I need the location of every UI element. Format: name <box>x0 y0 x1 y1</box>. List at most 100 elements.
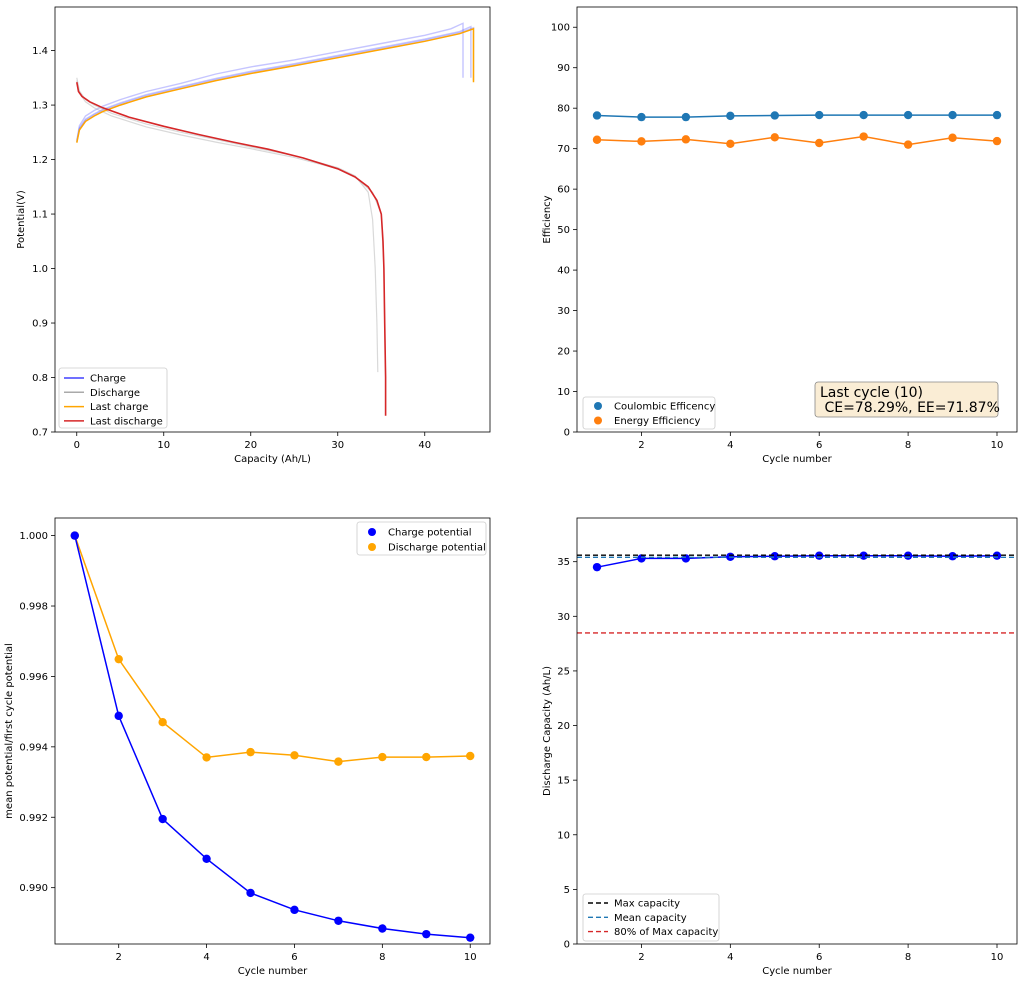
y-tick-label: 0.8 <box>32 373 48 384</box>
y-tick-label: 0 <box>564 940 570 951</box>
legend-label: Charge <box>90 374 126 385</box>
data-point-ce <box>859 110 868 120</box>
legend-box <box>356 521 487 556</box>
legend-label: Discharge <box>90 388 140 399</box>
data-point-ee <box>592 135 602 144</box>
series-line-discharge <box>76 80 387 378</box>
data-point-charge <box>290 905 299 915</box>
series-line-charge <box>76 25 472 142</box>
x-tick-label: 6 <box>291 952 297 963</box>
data-point-ee <box>726 139 735 149</box>
y-tick-label: 1.2 <box>32 155 48 166</box>
y-tick-label: 1.4 <box>32 46 48 57</box>
legend-label: 80% of Max capacity <box>614 927 718 938</box>
x-tick-label: 40 <box>418 440 431 451</box>
y-tick-label: 80 <box>557 104 570 115</box>
axes-frame <box>576 517 1018 945</box>
y-tick-label: 20 <box>557 347 570 358</box>
y-tick-label: 30 <box>557 612 570 623</box>
x-tick-label: 4 <box>727 952 733 963</box>
data-point-discharge <box>334 757 343 766</box>
x-tick-label: 6 <box>816 952 822 963</box>
series-line-ee <box>596 135 998 146</box>
legend-label: Last charge <box>90 402 148 413</box>
data-point-capacity <box>770 552 779 561</box>
x-tick-label: 10 <box>991 952 1004 963</box>
data-point-ee <box>992 136 1002 146</box>
data-point-ee <box>637 137 646 146</box>
data-point-ee <box>948 133 957 142</box>
data-point-capacity <box>948 552 957 561</box>
y-tick-label: 15 <box>557 776 570 787</box>
data-point-ce <box>637 112 646 122</box>
x-axis-label: Cycle number <box>762 454 832 465</box>
data-point-discharge <box>422 752 431 762</box>
subplot-p4: 2 4 6 8 10 0 5 10 15 20 25 30 35 Cycle number Discharg… <box>542 517 1018 977</box>
y-tick-label: 0.994 <box>19 742 48 753</box>
data-point-discharge <box>246 747 255 757</box>
subplot-p1: 0 10 20 30 40 0.7 0.8 0.9 1.0 1.1 1.2 1.3 1.4 Capacit… <box>16 6 491 465</box>
series-line-last-discharge <box>76 82 387 416</box>
data-point-ee <box>903 140 913 149</box>
y-axis-label: mean potential/first cycle potential <box>4 643 15 819</box>
data-point-discharge <box>114 654 123 664</box>
y-tick-label: 70 <box>557 144 570 155</box>
series-line-discharge <box>74 535 471 763</box>
x-tick-label: 4 <box>203 952 209 963</box>
x-tick-label: 20 <box>244 440 257 451</box>
axes-frame <box>54 517 491 945</box>
data-point-charge <box>378 924 387 933</box>
data-point-charge <box>202 854 211 863</box>
data-point-ee <box>681 135 691 144</box>
data-point-ee <box>815 138 824 148</box>
y-tick-label: 0 <box>564 428 570 439</box>
data-point-ce <box>726 111 735 121</box>
data-point-ce <box>948 110 957 120</box>
legend-marker <box>594 416 602 425</box>
y-tick-label: 0.7 <box>32 428 48 439</box>
data-point-ce <box>770 111 779 120</box>
legend-box <box>58 367 168 429</box>
x-axis-label: Cycle number <box>762 966 832 977</box>
legend-box <box>582 893 720 942</box>
y-tick-label: 20 <box>557 721 570 732</box>
y-axis-label: Efficiency <box>542 195 553 243</box>
data-point-discharge <box>378 752 387 762</box>
annotation-line: Last cycle (10) <box>820 385 923 401</box>
data-point-charge <box>466 933 475 942</box>
x-tick-label: 4 <box>727 440 733 451</box>
data-point-capacity <box>681 554 691 563</box>
y-tick-label: 90 <box>557 63 570 74</box>
x-tick-label: 0 <box>74 440 80 451</box>
data-point-ce <box>815 110 824 120</box>
legend-label: Last discharge <box>90 416 163 427</box>
series-line-ce <box>596 114 997 118</box>
data-point-capacity <box>592 562 602 572</box>
series-line-last-charge <box>76 27 475 143</box>
series-line-charge <box>76 22 464 141</box>
x-axis-label: Capacity (Ah/L) <box>234 454 311 465</box>
y-axis-label: Potential(V) <box>16 190 27 249</box>
annotation-line: CE=78.29%, EE=71.87% <box>820 400 1000 416</box>
data-point-discharge <box>158 717 167 727</box>
data-point-ce <box>681 112 691 122</box>
x-tick-label: 10 <box>464 952 477 963</box>
y-tick-label: 0.998 <box>19 602 48 613</box>
data-point-discharge <box>466 751 475 761</box>
y-tick-label: 100 <box>551 23 570 34</box>
series-line-charge <box>74 535 471 939</box>
series-line-discharge <box>76 77 379 373</box>
legend-label: Max capacity <box>614 899 680 910</box>
series-line-charge <box>76 26 475 143</box>
x-tick-label: 10 <box>991 440 1004 451</box>
data-point-charge <box>70 531 79 540</box>
y-tick-label: 60 <box>557 185 570 196</box>
data-point-charge <box>158 814 167 824</box>
data-point-ee <box>859 132 868 141</box>
data-point-discharge <box>202 753 211 762</box>
annotation-box <box>814 381 999 418</box>
y-tick-label: 1.3 <box>32 101 48 112</box>
x-tick-label: 8 <box>905 440 911 451</box>
y-tick-label: 1.1 <box>32 210 48 221</box>
